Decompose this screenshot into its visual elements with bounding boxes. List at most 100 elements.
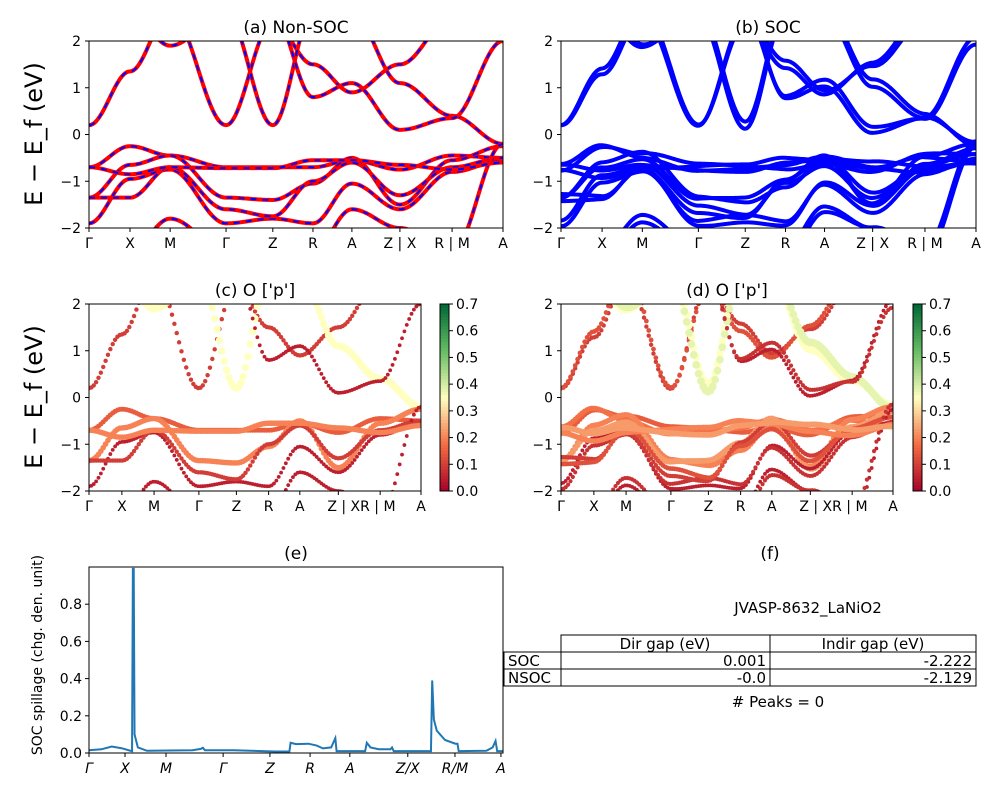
band-dot	[640, 294, 648, 302]
band-dot	[891, 286, 896, 291]
band-dot	[128, 279, 135, 286]
band-dot	[111, 512, 115, 516]
band-dot	[283, 461, 288, 466]
band-dot	[659, 277, 667, 285]
band-dot	[218, 504, 222, 508]
band-dot	[319, 459, 324, 464]
band-dot	[644, 271, 648, 275]
colorbar-segment	[913, 381, 922, 386]
band-dot	[292, 272, 299, 279]
band-dot	[746, 477, 751, 482]
band-dot	[276, 475, 281, 479]
band-dot	[663, 270, 667, 274]
colorbar-segment	[440, 378, 449, 383]
x-tick-label: Γ	[557, 236, 565, 252]
colorbar-segment	[913, 310, 922, 314]
band-dot	[644, 277, 648, 281]
band-dot	[576, 276, 583, 283]
x-tick-label: R	[308, 236, 318, 252]
colorbar-segment	[913, 335, 922, 339]
band-dot	[817, 462, 822, 467]
band-dot	[172, 321, 177, 326]
band-dot	[573, 512, 577, 516]
band-dot	[864, 477, 869, 482]
band-dot	[562, 269, 570, 277]
colorbar-segment	[913, 478, 922, 483]
band-dot	[594, 272, 598, 276]
band-dot	[687, 506, 691, 510]
band-dot	[103, 461, 108, 466]
band-dot	[815, 492, 819, 496]
band-dot	[274, 478, 279, 483]
band-dot	[679, 365, 685, 371]
band-dot	[786, 452, 791, 457]
band-dot	[680, 509, 684, 513]
band-dot	[311, 294, 318, 301]
band-dot	[96, 475, 101, 480]
band-dot	[609, 274, 613, 278]
band-dot	[678, 511, 682, 515]
band-dot	[791, 368, 796, 373]
band-dot	[605, 283, 613, 291]
band-dot	[694, 503, 698, 507]
y-tick-label: 1	[72, 344, 81, 360]
band-dot	[569, 268, 577, 276]
band-dot	[283, 488, 288, 491]
band-dot	[588, 276, 592, 280]
band-dot	[583, 511, 587, 515]
band-dot	[706, 276, 710, 280]
band-dot	[678, 270, 682, 274]
band-dot	[749, 272, 757, 280]
band-dot	[661, 512, 665, 516]
band-dot	[144, 484, 148, 489]
band-line-dashed	[89, 156, 503, 218]
band-dot	[818, 493, 822, 497]
x-tick-label: Z	[704, 499, 714, 515]
band-dot	[99, 512, 103, 516]
y-tick-label: −1	[60, 174, 81, 190]
band-dot	[654, 271, 658, 275]
colorbar-segment	[913, 438, 922, 442]
x-tick-label: Γ	[222, 236, 230, 252]
colorbar-segment	[440, 341, 449, 346]
colorbar-segment	[440, 422, 449, 427]
band-dot	[149, 274, 153, 278]
colorbar-segment	[913, 347, 922, 352]
band-dot	[369, 284, 373, 288]
colorbar-segment	[913, 472, 922, 476]
band-dot	[831, 304, 836, 306]
colorbar-segment	[913, 400, 922, 405]
x-tick-label: X	[117, 499, 127, 515]
band-dot	[580, 514, 584, 518]
colorbar-segment	[440, 438, 449, 442]
band-dot	[364, 442, 369, 446]
y-tick-label: 0.0	[60, 746, 82, 762]
band-dot	[160, 283, 164, 287]
band-dot	[727, 505, 731, 509]
x-tick-label: Γ	[694, 236, 702, 252]
band-dot	[865, 285, 869, 289]
band-dot	[227, 274, 231, 278]
band-dot	[674, 277, 681, 284]
band-dot	[303, 278, 310, 285]
band-dot	[139, 274, 143, 278]
band-dot	[836, 286, 841, 291]
band-dot	[388, 280, 392, 284]
band-dot	[782, 291, 790, 299]
band-dot	[580, 271, 584, 275]
x-tick-label: Z | XR | M	[799, 499, 867, 515]
band-dot	[891, 289, 895, 293]
band-dot	[621, 273, 625, 277]
band-dot	[213, 325, 221, 333]
band-dot	[585, 271, 589, 275]
band-dot	[101, 512, 105, 516]
band-dot	[709, 273, 713, 277]
band-dot	[796, 383, 801, 388]
peaks-count: # Peaks = 0	[732, 693, 824, 711]
band-dot	[727, 335, 732, 340]
band-dot	[630, 272, 634, 276]
band-dot	[324, 380, 329, 385]
colorbar-segment	[913, 391, 922, 395]
colorbar-segment	[440, 360, 449, 364]
band-dot	[277, 272, 284, 279]
